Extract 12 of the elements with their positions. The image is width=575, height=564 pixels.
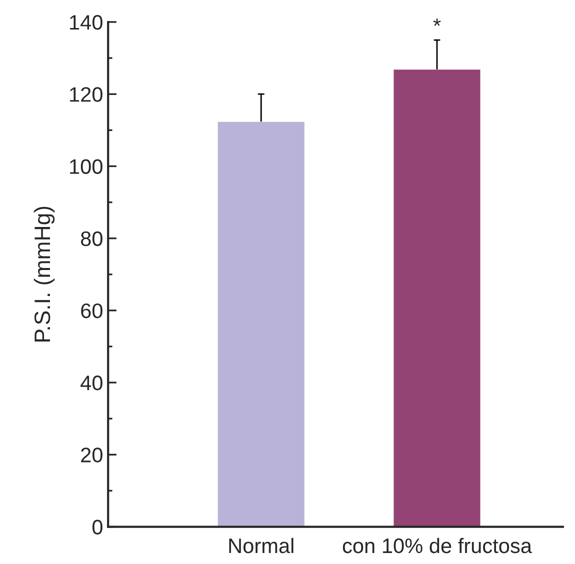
y-tick-label: 140: [70, 14, 102, 30]
y-tick-label: 40: [80, 376, 102, 390]
y-tick-label: 0: [92, 520, 102, 535]
y-axis-title: P.S.I. (mmHg): [34, 206, 55, 342]
y-tick-label: 100: [70, 159, 102, 174]
y-tick-label: 120: [70, 87, 102, 102]
y-tick-label: 80: [80, 231, 102, 246]
y-tick-label: 20: [81, 448, 102, 462]
x-tick-label: Normal: [229, 538, 294, 554]
y-tick-label: 60: [81, 303, 102, 318]
x-tick-label: con 10% de fructosa: [342, 538, 532, 554]
annotation: *: [433, 18, 441, 26]
